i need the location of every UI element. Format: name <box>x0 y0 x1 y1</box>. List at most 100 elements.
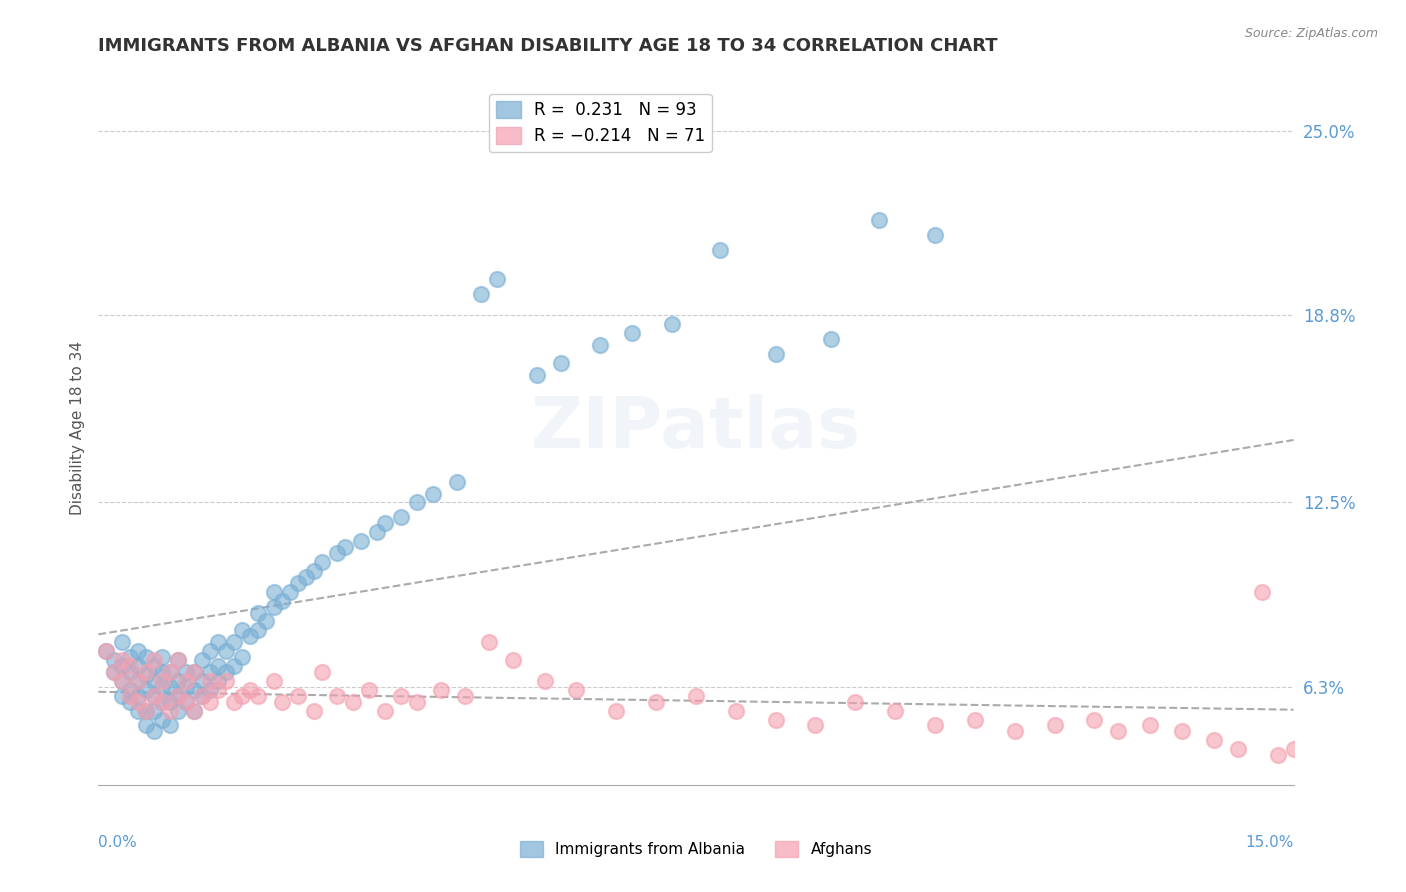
Text: Source: ZipAtlas.com: Source: ZipAtlas.com <box>1244 27 1378 40</box>
Point <box>150 695 173 709</box>
Point <box>215 665 238 679</box>
Point <box>143 673 166 688</box>
Point <box>198 665 221 679</box>
Point <box>454 689 477 703</box>
Point <box>127 673 149 688</box>
Point <box>174 695 197 709</box>
Point <box>191 689 214 703</box>
Text: IMMIGRANTS FROM ALBANIA VS AFGHAN DISABILITY AGE 18 TO 34 CORRELATION CHART: IMMIGRANTS FROM ALBANIA VS AFGHAN DISABI… <box>98 37 998 54</box>
Point <box>150 695 173 709</box>
Point <box>167 689 190 703</box>
Point <box>350 534 373 549</box>
Point <box>111 653 134 667</box>
Point <box>150 680 173 694</box>
Point <box>924 718 946 732</box>
Point <box>311 665 333 679</box>
Point <box>103 665 125 679</box>
Point <box>120 665 142 679</box>
Point <box>150 673 173 688</box>
Point <box>191 673 214 688</box>
Point <box>167 704 190 718</box>
Point <box>143 659 166 673</box>
Point <box>1107 724 1129 739</box>
Point <box>111 689 134 703</box>
Point <box>120 650 142 665</box>
Point <box>430 682 453 697</box>
Point <box>287 575 309 590</box>
Point <box>621 326 644 340</box>
Point <box>127 689 149 703</box>
Point <box>120 689 142 703</box>
Point <box>868 213 890 227</box>
Point <box>765 713 787 727</box>
Point <box>174 695 197 709</box>
Point <box>174 665 197 679</box>
Point <box>150 650 173 665</box>
Point <box>215 644 238 658</box>
Point <box>231 650 253 665</box>
Point <box>135 682 157 697</box>
Point <box>335 540 357 554</box>
Point <box>183 682 205 697</box>
Point <box>661 317 683 331</box>
Point <box>804 718 827 732</box>
Point <box>270 593 292 607</box>
Point <box>366 525 388 540</box>
Point <box>150 665 173 679</box>
Point <box>207 635 229 649</box>
Point <box>470 287 492 301</box>
Point <box>246 624 269 638</box>
Point <box>485 272 508 286</box>
Point <box>174 680 197 694</box>
Point <box>565 682 588 697</box>
Text: 0.0%: 0.0% <box>98 835 138 850</box>
Point <box>159 695 181 709</box>
Point <box>111 673 134 688</box>
Point <box>1282 742 1305 756</box>
Point <box>183 665 205 679</box>
Point <box>103 653 125 667</box>
Point <box>143 689 166 703</box>
Point <box>159 680 181 694</box>
Point <box>135 650 157 665</box>
Point <box>724 704 747 718</box>
Point <box>1083 713 1105 727</box>
Point <box>207 673 229 688</box>
Point <box>294 570 316 584</box>
Point <box>526 368 548 382</box>
Point <box>239 682 262 697</box>
Point <box>198 682 221 697</box>
Point <box>1171 724 1194 739</box>
Point <box>198 673 221 688</box>
Point <box>222 695 245 709</box>
Point <box>963 713 986 727</box>
Point <box>222 659 245 673</box>
Point <box>159 718 181 732</box>
Point <box>1267 748 1289 763</box>
Point <box>605 704 627 718</box>
Point <box>1004 724 1026 739</box>
Point <box>278 584 301 599</box>
Point <box>326 546 349 560</box>
Text: ZIPatlas: ZIPatlas <box>531 393 860 463</box>
Point <box>389 510 412 524</box>
Point <box>111 659 134 673</box>
Point <box>374 516 396 531</box>
Point <box>127 704 149 718</box>
Point <box>589 338 612 352</box>
Point <box>120 682 142 697</box>
Point <box>135 704 157 718</box>
Point <box>359 682 381 697</box>
Point <box>135 704 157 718</box>
Point <box>198 695 221 709</box>
Point <box>550 356 572 370</box>
Point <box>685 689 707 703</box>
Point <box>174 673 197 688</box>
Point <box>389 689 412 703</box>
Point <box>127 659 149 673</box>
Point <box>120 659 142 673</box>
Point <box>884 704 907 718</box>
Point <box>127 644 149 658</box>
Point <box>326 689 349 703</box>
Point <box>478 635 501 649</box>
